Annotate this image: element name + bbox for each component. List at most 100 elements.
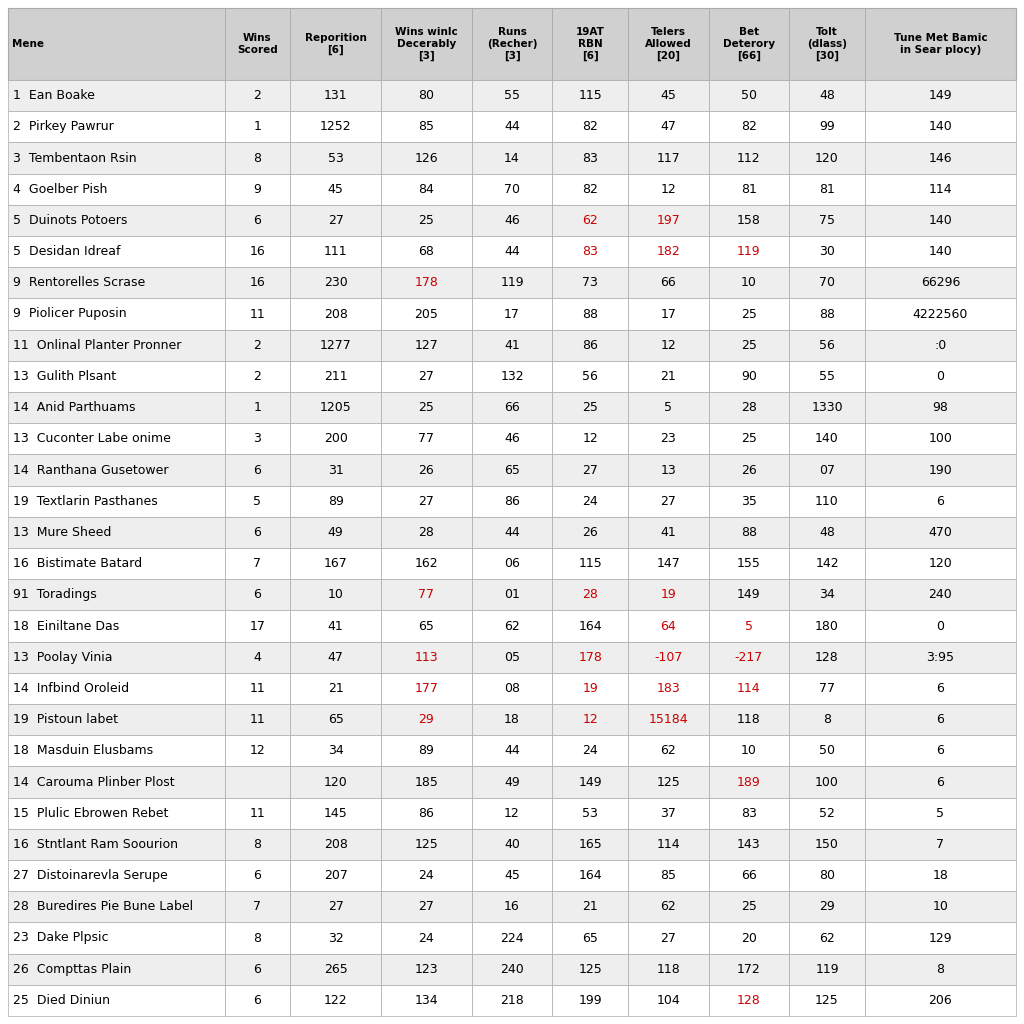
Text: 99: 99 [819, 120, 835, 133]
Text: 165: 165 [579, 838, 602, 851]
Bar [628, 392, 709, 423]
Bar [224, 517, 290, 548]
Bar [472, 642, 552, 673]
Text: 10: 10 [933, 900, 948, 913]
Bar [472, 236, 552, 267]
Text: 16  Bistimate Batard: 16 Bistimate Batard [13, 557, 142, 570]
Text: 44: 44 [504, 245, 520, 258]
Bar [381, 142, 472, 174]
Text: 100: 100 [815, 775, 839, 788]
Bar [552, 455, 628, 485]
Bar [709, 517, 790, 548]
Text: 180: 180 [815, 620, 839, 633]
Text: 6: 6 [937, 682, 944, 695]
Bar [552, 205, 628, 236]
Text: 167: 167 [324, 557, 347, 570]
Bar [709, 953, 790, 985]
Bar [8, 455, 224, 485]
Bar [865, 798, 1016, 828]
Bar [790, 953, 865, 985]
Bar [552, 860, 628, 891]
Bar [865, 580, 1016, 610]
Bar [8, 610, 224, 642]
Text: 2: 2 [254, 370, 261, 383]
Bar [290, 236, 381, 267]
Bar [709, 580, 790, 610]
Bar [381, 828, 472, 860]
Text: 240: 240 [929, 589, 952, 601]
Text: 123: 123 [415, 963, 438, 976]
Bar [865, 360, 1016, 392]
Text: 146: 146 [929, 152, 952, 165]
Text: 125: 125 [815, 994, 839, 1007]
Text: 25: 25 [741, 432, 757, 445]
Text: 6: 6 [937, 713, 944, 726]
Text: 17: 17 [250, 620, 265, 633]
Text: 24: 24 [583, 495, 598, 508]
Bar [628, 548, 709, 580]
Bar [8, 673, 224, 705]
Text: 44: 44 [504, 744, 520, 758]
Bar [224, 330, 290, 360]
Text: 11: 11 [250, 307, 265, 321]
Text: 125: 125 [656, 775, 680, 788]
Text: 28  Buredires Pie Bune Label: 28 Buredires Pie Bune Label [13, 900, 194, 913]
Text: 26  Compttas Plain: 26 Compttas Plain [13, 963, 131, 976]
Bar [790, 360, 865, 392]
Bar [709, 642, 790, 673]
Text: 52: 52 [819, 807, 835, 819]
Bar [381, 766, 472, 798]
Bar [628, 860, 709, 891]
Bar [865, 766, 1016, 798]
Text: 5: 5 [744, 620, 753, 633]
Text: 150: 150 [815, 838, 839, 851]
Bar [8, 923, 224, 953]
Text: 18: 18 [933, 869, 948, 882]
Bar [552, 580, 628, 610]
Bar [290, 798, 381, 828]
Bar [628, 298, 709, 330]
Bar [290, 330, 381, 360]
Text: 21: 21 [328, 682, 343, 695]
Bar [290, 828, 381, 860]
Text: 75: 75 [819, 214, 835, 227]
Text: 26: 26 [583, 526, 598, 539]
Bar [865, 455, 1016, 485]
Bar [790, 860, 865, 891]
Bar [709, 923, 790, 953]
Text: 18  Einiltane Das: 18 Einiltane Das [13, 620, 119, 633]
Bar [552, 828, 628, 860]
Bar [628, 330, 709, 360]
Text: 0: 0 [936, 620, 944, 633]
Bar [628, 705, 709, 735]
Text: 14  Anid Parthuams: 14 Anid Parthuams [13, 401, 135, 414]
Bar [790, 142, 865, 174]
Bar [224, 985, 290, 1016]
Bar [472, 798, 552, 828]
Text: 25: 25 [419, 401, 434, 414]
Bar [628, 142, 709, 174]
Text: 1  Ean Boake: 1 Ean Boake [13, 89, 95, 102]
Bar [8, 80, 224, 112]
Text: 50: 50 [741, 89, 757, 102]
Text: 125: 125 [415, 838, 438, 851]
Text: 26: 26 [741, 464, 757, 476]
Bar [381, 642, 472, 673]
Text: Tolt
(dlass)
[30]: Tolt (dlass) [30] [807, 28, 847, 60]
Text: 117: 117 [656, 152, 680, 165]
Text: 12: 12 [250, 744, 265, 758]
Bar [472, 174, 552, 205]
Bar [472, 953, 552, 985]
Bar [290, 642, 381, 673]
Text: 119: 119 [815, 963, 839, 976]
Text: 37: 37 [660, 807, 676, 819]
Bar [709, 392, 790, 423]
Text: 80: 80 [819, 869, 835, 882]
Text: 82: 82 [583, 120, 598, 133]
Bar [381, 705, 472, 735]
Text: 149: 149 [737, 589, 761, 601]
Bar [790, 610, 865, 642]
Bar [8, 174, 224, 205]
Text: 06: 06 [504, 557, 520, 570]
Text: 86: 86 [504, 495, 520, 508]
